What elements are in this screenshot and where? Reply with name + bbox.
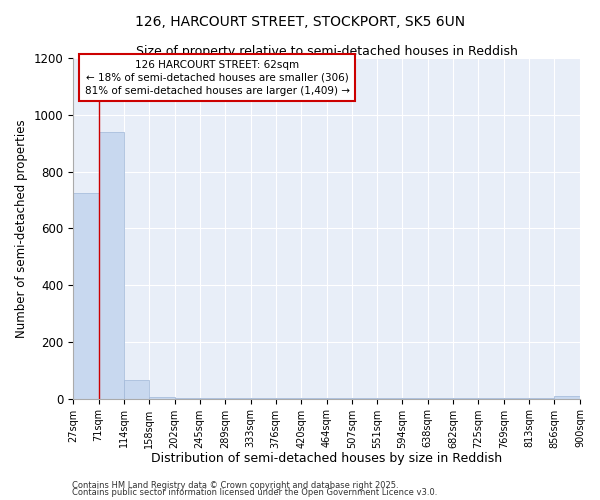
Title: Size of property relative to semi-detached houses in Reddish: Size of property relative to semi-detach… — [136, 45, 517, 58]
Text: 126, HARCOURT STREET, STOCKPORT, SK5 6UN: 126, HARCOURT STREET, STOCKPORT, SK5 6UN — [135, 15, 465, 29]
Y-axis label: Number of semi-detached properties: Number of semi-detached properties — [15, 119, 28, 338]
Text: Contains public sector information licensed under the Open Government Licence v3: Contains public sector information licen… — [72, 488, 437, 497]
Bar — [98, 132, 124, 398]
Bar — [149, 397, 175, 398]
Bar — [124, 380, 149, 398]
Text: Contains HM Land Registry data © Crown copyright and database right 2025.: Contains HM Land Registry data © Crown c… — [72, 480, 398, 490]
Bar — [554, 396, 580, 398]
Bar — [73, 193, 98, 398]
Text: 126 HARCOURT STREET: 62sqm
← 18% of semi-detached houses are smaller (306)
81% o: 126 HARCOURT STREET: 62sqm ← 18% of semi… — [85, 60, 350, 96]
X-axis label: Distribution of semi-detached houses by size in Reddish: Distribution of semi-detached houses by … — [151, 452, 502, 465]
